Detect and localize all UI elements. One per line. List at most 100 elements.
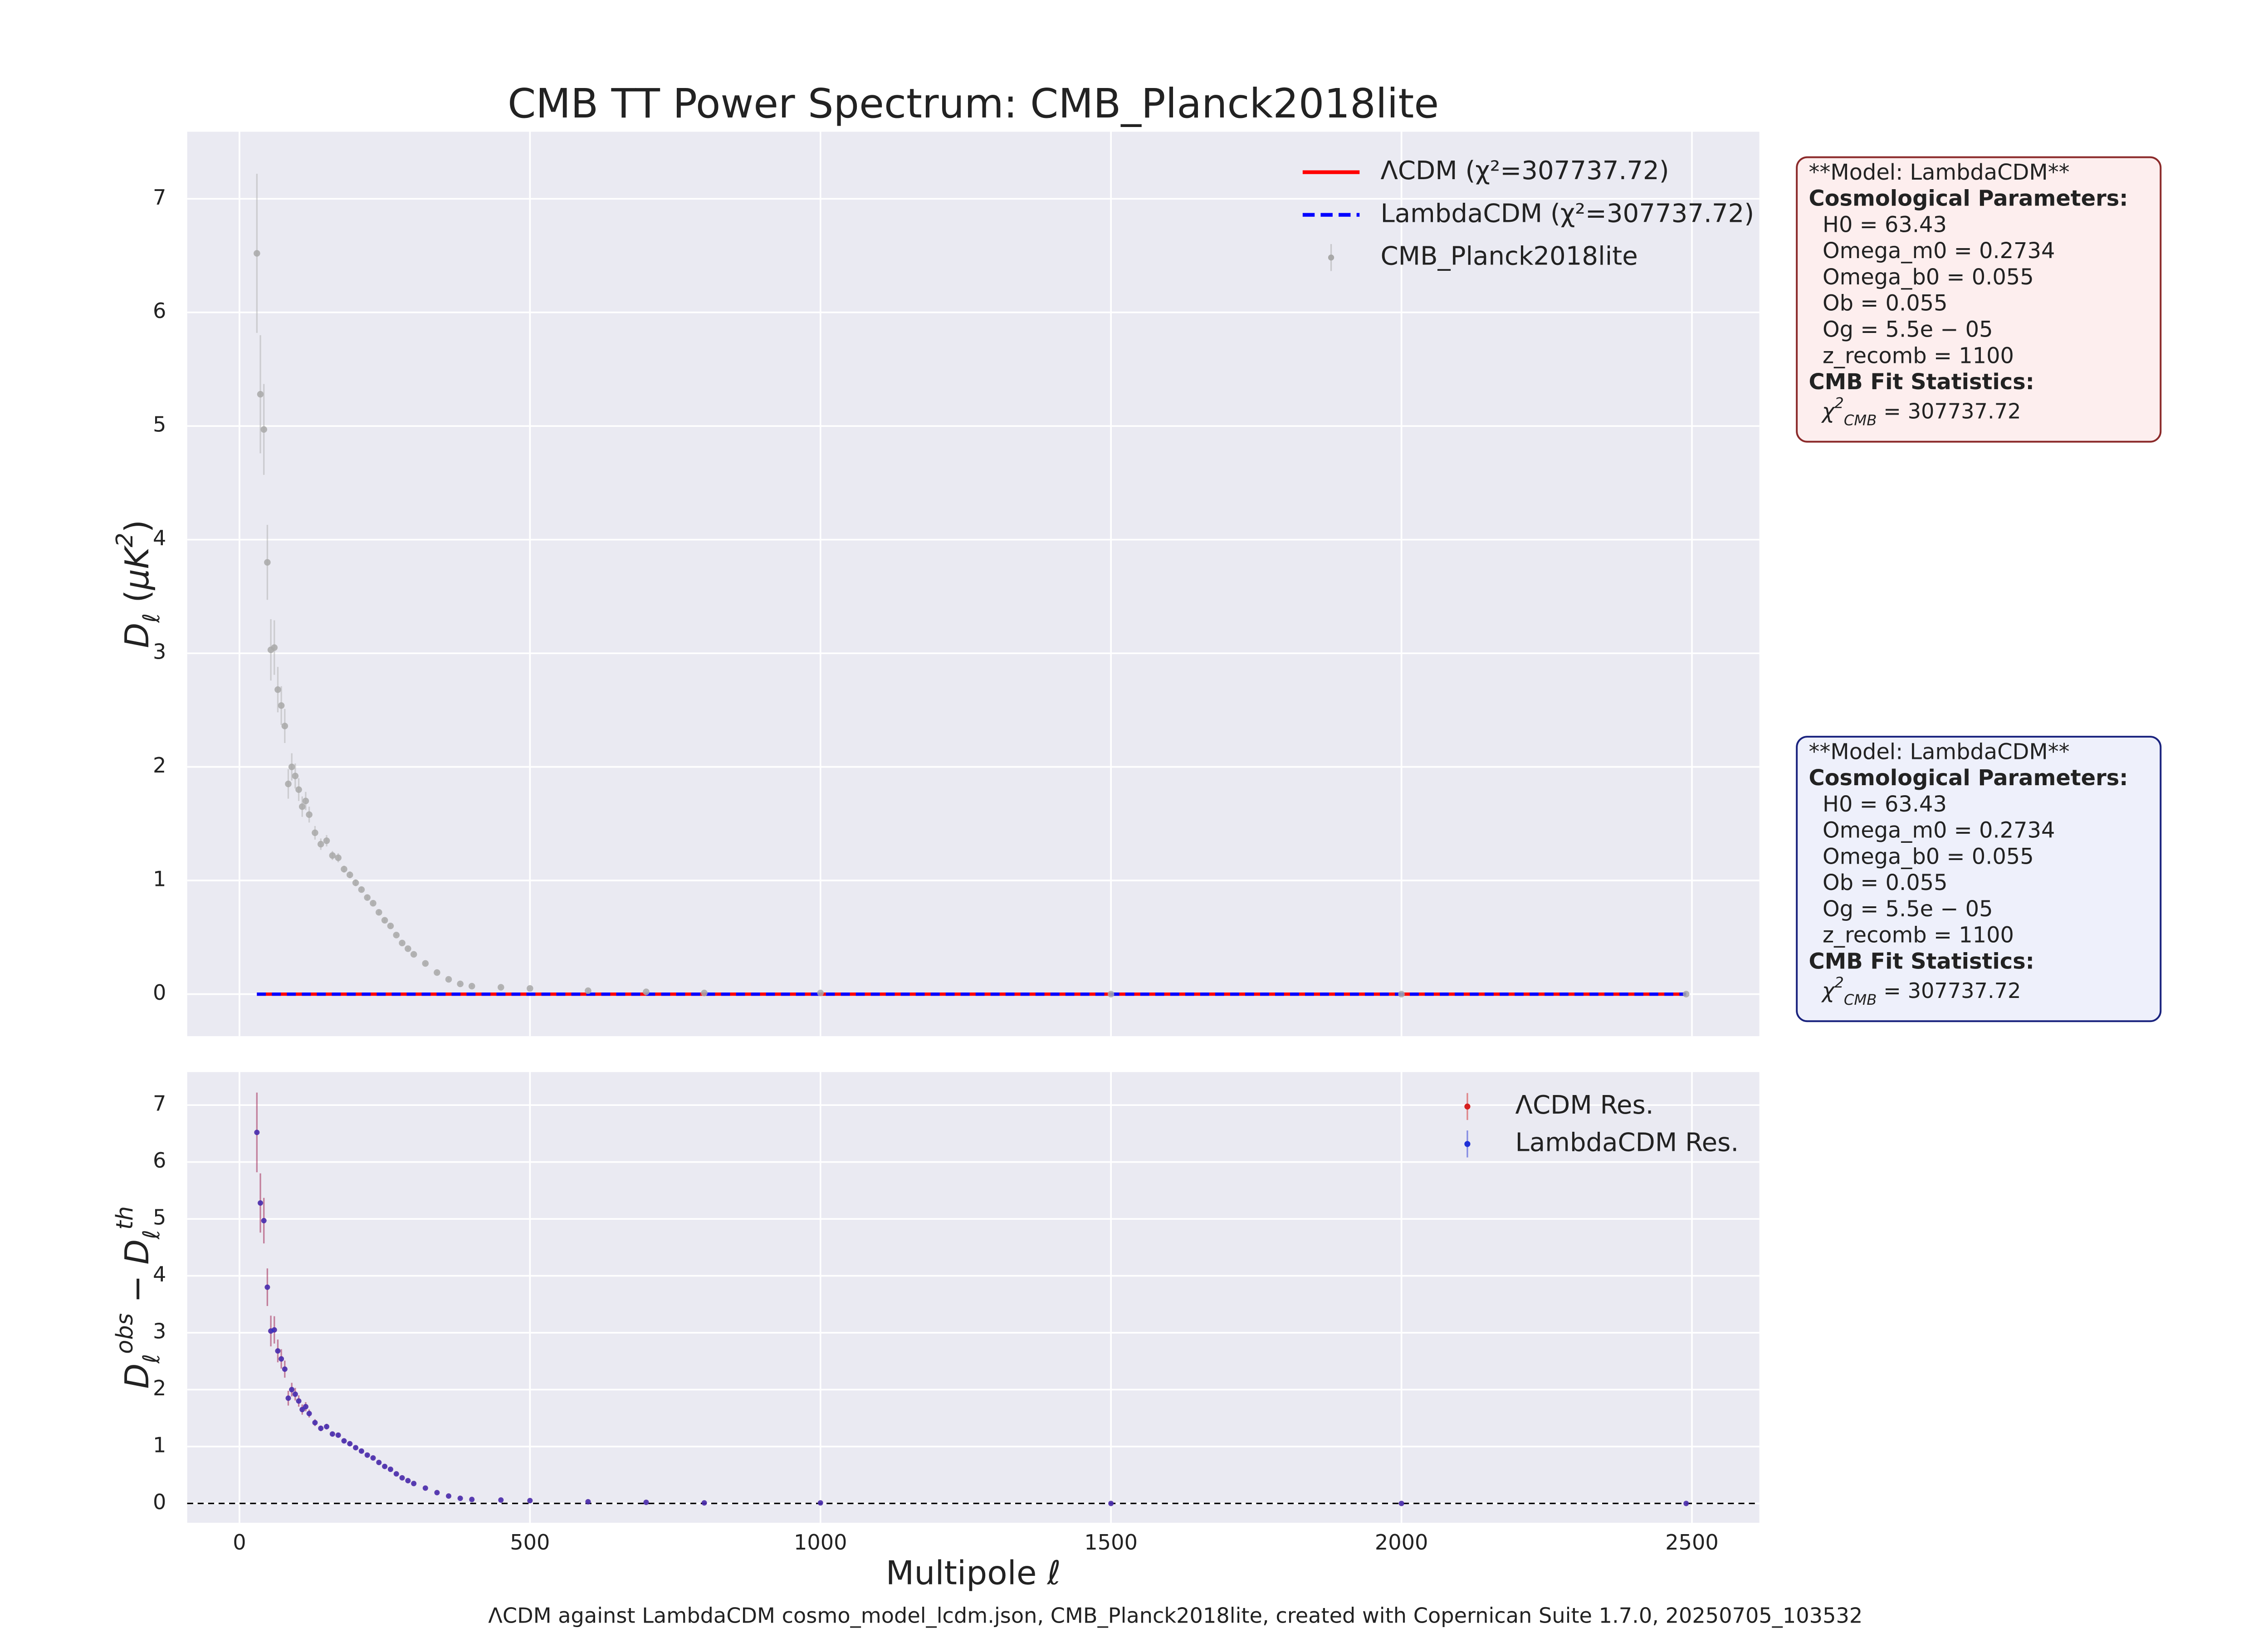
- data-point: [468, 983, 475, 990]
- annotation-text: Ob = 0.055: [1809, 870, 1948, 895]
- data-point: [271, 1327, 277, 1333]
- data-point: [370, 900, 376, 907]
- data-point: [254, 1129, 260, 1135]
- data-point: [1398, 991, 1405, 997]
- legend-swatch: [1464, 1141, 1471, 1147]
- data-point: [387, 923, 394, 929]
- annotation-text-part: = 307737.72: [1877, 978, 2021, 1002]
- annotation-text-part: = 307737.72: [1877, 399, 2021, 423]
- data-point: [358, 886, 365, 893]
- y-tick-label: 6: [153, 298, 166, 323]
- annotation-text-part: 2: [1834, 974, 1844, 991]
- data-point: [298, 803, 306, 810]
- annotation-text: Omega_m0 = 0.2734: [1809, 818, 2055, 843]
- y-axis-label: Dℓobs − Dℓth: [111, 1206, 165, 1389]
- y-tick-label: 0: [153, 1490, 166, 1514]
- data-point: [275, 1348, 281, 1354]
- data-point: [271, 644, 278, 651]
- data-point: [376, 909, 382, 916]
- annotation-box: [1796, 156, 2162, 443]
- data-point: [258, 1200, 263, 1206]
- x-tick-label: 1500: [1084, 1530, 1138, 1555]
- data-point: [498, 984, 504, 991]
- data-point: [445, 976, 452, 983]
- data-point: [261, 1217, 267, 1223]
- y-tick-label: 3: [153, 1319, 166, 1344]
- data-point: [410, 951, 417, 958]
- data-point: [393, 932, 400, 939]
- annotation-text: Cosmological Parameters:: [1809, 766, 2128, 791]
- annotation-text: H0 = 63.43: [1809, 212, 1947, 237]
- annotation-text: CMB Fit Statistics:: [1809, 370, 2034, 395]
- data-point: [422, 1485, 428, 1491]
- annotation-text: Omega_m0 = 0.2734: [1809, 239, 2055, 264]
- footer: ΛCDM against LambdaCDM cosmo_model_lcdm.…: [488, 1604, 1862, 1628]
- data-point: [393, 1471, 399, 1477]
- y-axis-label-part: obs: [111, 1313, 138, 1354]
- y-tick-label: 5: [153, 1205, 166, 1230]
- y-tick-label: 0: [153, 980, 166, 1005]
- data-point: [329, 1431, 335, 1437]
- legend-label: CMB_Planck2018lite: [1380, 241, 1637, 271]
- data-point: [527, 985, 533, 992]
- data-point: [399, 939, 406, 947]
- data-point: [434, 1490, 440, 1496]
- y-tick-label: 2: [153, 753, 166, 777]
- data-point: [1108, 1501, 1114, 1506]
- x-tick-label: 2000: [1375, 1530, 1428, 1555]
- data-point: [446, 1493, 451, 1499]
- data-point: [353, 1445, 359, 1451]
- data-point: [370, 1455, 376, 1461]
- data-point: [585, 987, 591, 994]
- data-point: [527, 1498, 533, 1504]
- data-point: [585, 1499, 591, 1505]
- data-point: [341, 865, 347, 873]
- data-point: [257, 391, 264, 398]
- data-point: [498, 1497, 504, 1503]
- data-point: [1683, 1501, 1689, 1506]
- data-point: [306, 811, 313, 818]
- annotation-text: Omega_b0 = 0.055: [1809, 265, 2034, 290]
- legend-swatch: [1328, 254, 1334, 261]
- x-tick-label: 500: [510, 1530, 550, 1555]
- data-point: [381, 917, 388, 924]
- data-point: [405, 1478, 411, 1484]
- y-axis-label-part: D: [118, 623, 156, 648]
- y-axis-label-part: ℓ: [138, 613, 165, 623]
- data-point: [323, 837, 330, 844]
- data-point: [279, 1356, 284, 1362]
- y-tick-label: 2: [153, 1376, 166, 1400]
- x-tick-label: 1000: [794, 1530, 847, 1555]
- y-tick-label: 1: [153, 867, 166, 891]
- data-point: [364, 894, 371, 901]
- annotation-text: χ2CMB = 307737.72: [1809, 394, 2021, 429]
- data-point: [285, 1395, 291, 1401]
- data-point: [347, 871, 353, 878]
- legend-swatch: [1464, 1103, 1471, 1110]
- data-point: [364, 1452, 370, 1458]
- data-point: [312, 829, 318, 836]
- data-point: [264, 559, 271, 566]
- data-point: [1107, 991, 1114, 997]
- data-point: [817, 989, 824, 997]
- x-tick-label: 0: [233, 1530, 246, 1555]
- data-point: [405, 945, 411, 952]
- data-point: [701, 1500, 707, 1506]
- annotation-text-part: χ: [1809, 399, 1835, 423]
- data-point: [281, 723, 288, 729]
- data-point: [289, 1387, 295, 1393]
- data-point: [285, 780, 292, 787]
- annotation-text-part: CMB: [1844, 411, 1877, 429]
- data-point: [302, 797, 309, 805]
- annotation-text: H0 = 63.43: [1809, 792, 1947, 817]
- data-point: [292, 772, 299, 779]
- data-point: [329, 852, 336, 859]
- annotation-text: **Model: LambdaCDM**: [1809, 160, 2070, 185]
- data-point: [306, 1411, 312, 1417]
- annotation-text-part: χ: [1809, 978, 1835, 1002]
- annotation-text: z_recomb = 1100: [1809, 343, 2014, 368]
- data-point: [457, 1496, 463, 1501]
- data-point: [303, 1404, 308, 1410]
- y-axis-label-part: ℓ: [138, 1230, 165, 1240]
- data-point: [335, 1432, 341, 1438]
